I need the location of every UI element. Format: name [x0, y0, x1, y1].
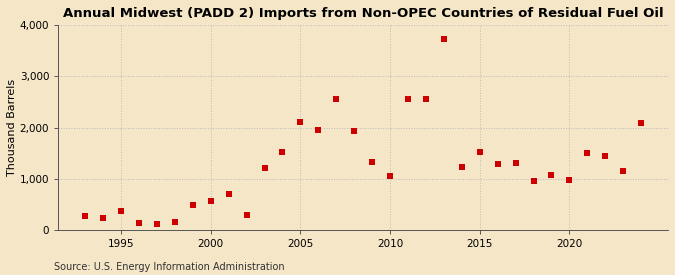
Point — [115, 209, 126, 213]
Point — [205, 199, 216, 203]
Point — [277, 149, 288, 154]
Point — [439, 36, 450, 41]
Point — [528, 178, 539, 183]
Point — [295, 120, 306, 125]
Point — [475, 149, 485, 154]
Point — [367, 160, 377, 164]
Point — [600, 154, 611, 158]
Point — [385, 174, 396, 178]
Point — [259, 166, 270, 170]
Point — [582, 150, 593, 155]
Point — [510, 161, 521, 166]
Point — [331, 97, 342, 101]
Point — [546, 172, 557, 177]
Point — [421, 97, 431, 101]
Point — [564, 177, 575, 182]
Point — [618, 169, 628, 173]
Point — [636, 121, 647, 125]
Point — [223, 192, 234, 196]
Point — [241, 213, 252, 218]
Point — [313, 127, 324, 132]
Point — [134, 221, 144, 225]
Point — [492, 162, 503, 167]
Point — [151, 221, 162, 226]
Point — [456, 165, 467, 169]
Y-axis label: Thousand Barrels: Thousand Barrels — [7, 79, 17, 176]
Title: Annual Midwest (PADD 2) Imports from Non-OPEC Countries of Residual Fuel Oil: Annual Midwest (PADD 2) Imports from Non… — [63, 7, 664, 20]
Point — [98, 216, 109, 220]
Text: Source: U.S. Energy Information Administration: Source: U.S. Energy Information Administ… — [54, 262, 285, 272]
Point — [349, 128, 360, 133]
Point — [402, 97, 413, 101]
Point — [80, 214, 90, 218]
Point — [169, 219, 180, 224]
Point — [188, 202, 198, 207]
